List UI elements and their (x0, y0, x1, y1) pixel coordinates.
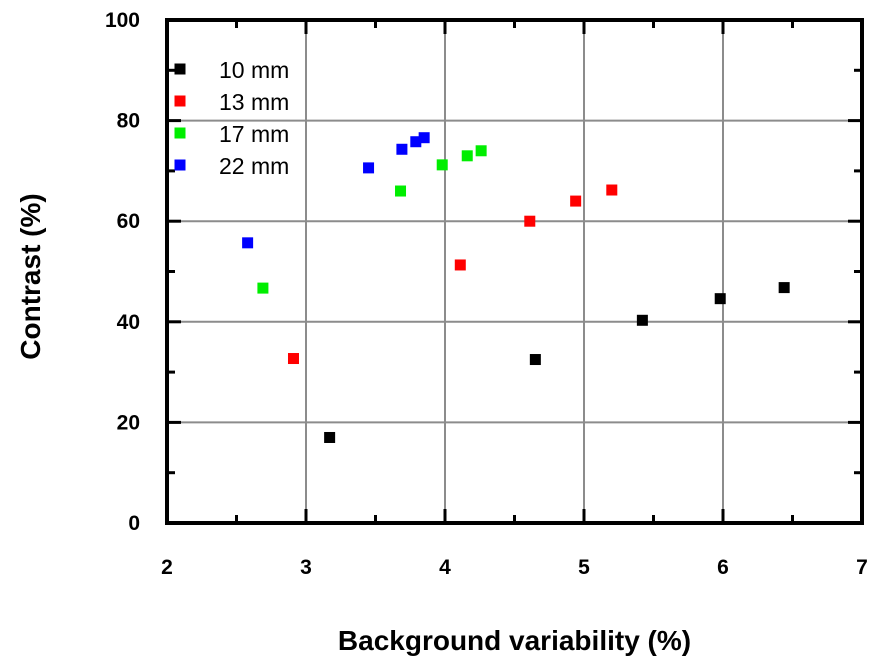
x-axis-title: Background variability (%) (338, 625, 691, 656)
x-tick-label: 6 (717, 556, 729, 579)
y-tick-label: 100 (105, 9, 140, 32)
data-point-series-4 (396, 143, 408, 155)
legend-marker (174, 127, 186, 139)
data-point-series-4 (410, 136, 422, 148)
y-tick-label: 80 (117, 110, 140, 133)
data-point-series-4 (418, 132, 430, 144)
data-point-series-4 (242, 237, 254, 249)
data-point-series-2 (570, 195, 582, 207)
data-point-series-3 (257, 282, 269, 294)
data-point-series-1 (714, 293, 726, 305)
legend-marker (174, 159, 186, 171)
y-axis-title: Contrast (%) (15, 193, 46, 359)
data-points (242, 132, 790, 443)
y-tick-label: 20 (117, 411, 140, 434)
legend-label: 10 mm (219, 57, 289, 83)
legend-marker (174, 95, 186, 107)
data-point-series-3 (436, 159, 448, 171)
legend-label: 17 mm (219, 121, 289, 147)
y-tick-label: 40 (117, 311, 140, 334)
legend-label: 13 mm (219, 89, 289, 115)
data-point-series-1 (636, 314, 648, 326)
ticks: 2 3 4 5 6 7 0 20 40 60 80 100 (105, 9, 868, 579)
data-point-series-1 (529, 354, 541, 366)
data-point-series-3 (461, 150, 473, 162)
data-point-series-3 (475, 145, 487, 157)
legend-label: 22 mm (219, 153, 289, 179)
data-point-series-3 (395, 185, 407, 197)
legend: 10 mm 13 mm 17 mm 22 mm (174, 57, 289, 179)
data-point-series-4 (363, 162, 375, 174)
data-point-series-1 (778, 282, 790, 294)
y-tick-label: 0 (128, 512, 140, 535)
data-point-series-1 (324, 431, 336, 443)
y-tick-label: 60 (117, 210, 140, 233)
legend-marker (174, 63, 186, 75)
data-point-series-2 (524, 215, 536, 227)
x-tick-label: 2 (161, 556, 173, 579)
data-point-series-2 (454, 259, 466, 271)
x-tick-label: 3 (300, 556, 312, 579)
x-tick-label: 4 (439, 556, 451, 579)
x-tick-label: 5 (578, 556, 590, 579)
data-point-series-2 (606, 184, 618, 196)
data-point-series-2 (287, 353, 299, 365)
x-tick-label: 7 (856, 556, 868, 579)
